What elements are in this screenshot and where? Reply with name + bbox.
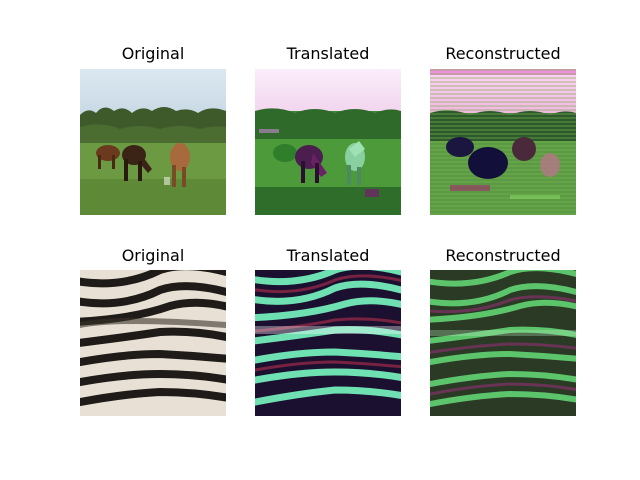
image-horses-translated: [255, 69, 401, 215]
image-horses-original: [80, 69, 226, 215]
title-row1-reconstructed: Reconstructed: [445, 44, 561, 63]
title-row2-original: Original: [121, 246, 185, 265]
image-zebra-reconstructed: [430, 270, 576, 416]
title-row1-original: Original: [121, 44, 185, 63]
title-row1-translated: Translated: [286, 44, 370, 63]
image-zebra-translated: [255, 270, 401, 416]
title-row2-translated: Translated: [286, 246, 370, 265]
image-horses-reconstructed: [430, 69, 576, 215]
title-row2-reconstructed: Reconstructed: [445, 246, 561, 265]
image-zebra-original: [80, 270, 226, 416]
